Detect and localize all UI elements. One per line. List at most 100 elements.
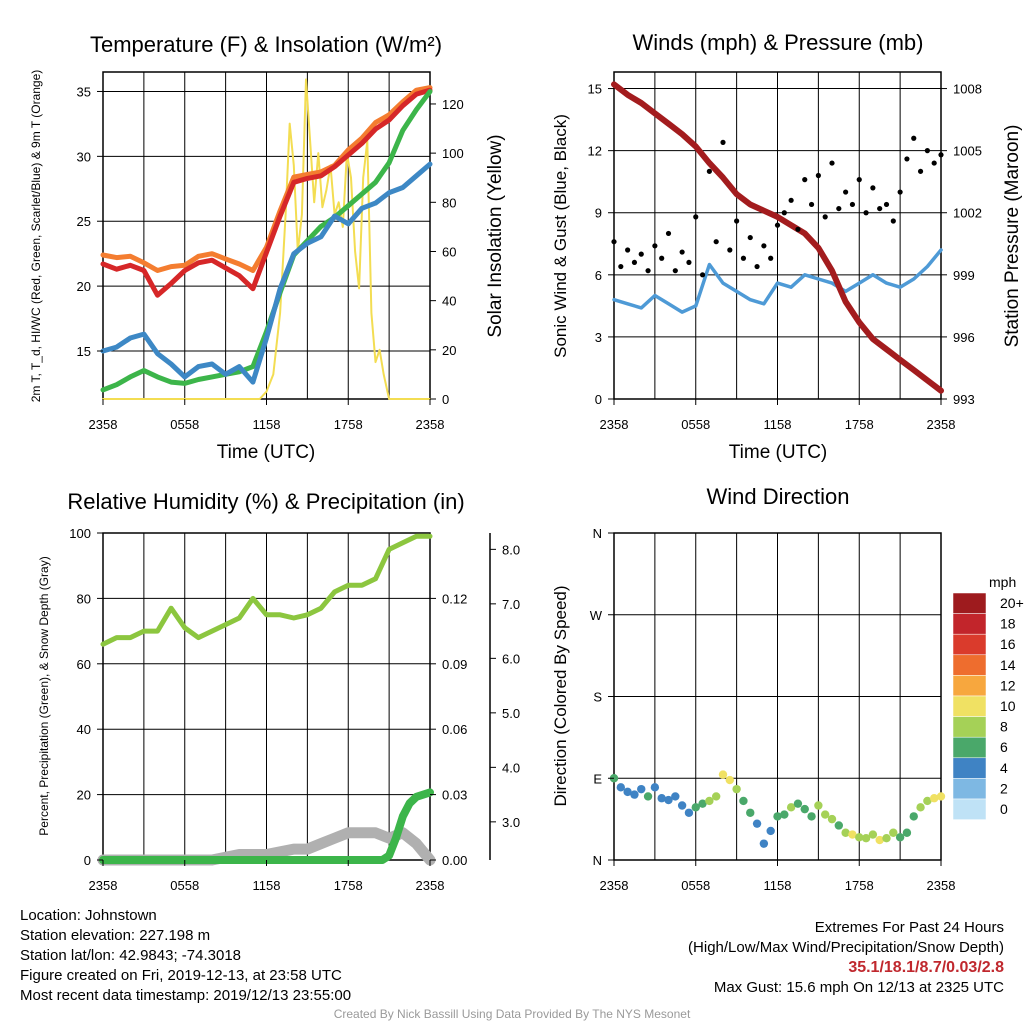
x-tick-label: 2358 [927,878,956,893]
speed-legend-title: mph [989,574,1016,590]
x-tick-label: 1758 [334,417,363,432]
gust-point [931,160,937,166]
gust-point [706,168,712,174]
direction-point [650,783,660,792]
y-tick-label: W [590,608,603,623]
x-tick-label: 1158 [253,878,281,893]
gust-point [665,230,672,237]
y2-tick-label: 0 [442,392,449,407]
temperature-panel: Temperature (F) & Insolation (W/m²) 2358… [29,32,506,463]
gust-point [672,268,678,274]
gust-point [659,255,665,261]
direction-point [705,796,714,806]
x-tick-label: 1758 [845,878,874,893]
y-tick-label: N [593,853,602,868]
direction-point [773,812,782,821]
direction-point [630,790,639,799]
direction-point [820,810,830,819]
extremes-box: Extremes For Past 24 Hours (High/Low/Max… [688,918,1004,998]
gust-point [938,152,944,158]
y-tick-label: 0 [84,853,91,868]
legend-swatch [952,695,987,717]
gust-point [625,247,631,253]
direction-point [834,821,844,830]
humidity-grid [103,532,430,861]
gust-point [740,255,747,261]
x-tick-label: 2358 [416,878,445,893]
gust-point [890,218,896,224]
gust-point [693,214,699,220]
humidity-ylabel: Percent, Precipitation (Green), & Snow D… [37,556,51,835]
direction-point [793,799,803,808]
x-tick-label: 2358 [600,878,629,893]
y2-tick-label: 5.0 [502,706,520,721]
y-tick-label: 40 [77,722,91,737]
direction-point [786,803,796,812]
humidity-panel: Relative Humidity (%) & Precipitation (i… [37,489,520,893]
winds-ylabel: Sonic Wind & Gust (Blue, Black) [551,114,570,358]
gust-point [870,185,876,191]
x-tick-label: 1758 [334,878,363,893]
created-text: Figure created on Fri, 2019-12-13, at 23… [20,967,342,984]
direction-point [889,828,898,837]
direction-point [909,812,918,821]
location-text: Location: Johnstown [20,907,157,924]
legend-swatch [952,716,987,738]
direction-point [664,795,673,805]
gust-point [761,243,767,249]
gust-point [829,160,835,166]
y-tick-label: N [593,526,602,541]
x-tick-label: 1158 [253,417,281,432]
sonic-wind-line [612,248,943,314]
gust-point [788,197,794,203]
y2-tick-label: 996 [953,330,975,345]
gust-point [911,135,917,141]
insolation-ylabel: Solar Insolation (Yellow) [485,134,506,337]
direction-point [739,796,748,806]
gust-point [849,201,856,208]
x-tick-label: 2358 [927,417,956,432]
y2-tick-label: 7.0 [502,597,520,612]
y2-tick-label: 999 [953,268,975,283]
legend-label: 18 [1000,616,1016,632]
x-tick-label: 0558 [170,417,199,432]
humidity-title: Relative Humidity (%) & Precipitation (i… [67,489,464,514]
direction-point [827,814,837,824]
precipitation-line [99,788,434,864]
winds-title: Winds (mph) & Pressure (mb) [633,30,924,55]
winds-marks [611,81,944,394]
recent-data-text: Most recent data timestamp: 2019/12/13 2… [20,987,352,1004]
direction-point [895,833,905,842]
direction-point [848,830,857,839]
x-tick-label: 2358 [600,417,629,432]
winds-axes: 2358 0558 1158 1758 2358 0 3 6 9 12 15 993 996 999 100… [588,82,982,432]
direction-point [616,783,626,792]
legend-swatch [952,633,987,656]
gust-point [699,272,706,278]
y2-tick-label: 3.0 [502,815,520,830]
x-tick-label: 2358 [416,417,445,432]
x-tick-label: 0558 [681,417,710,432]
legend-label: 12 [1000,677,1016,693]
direction-point [855,833,864,842]
legend-label: 4 [1000,760,1008,776]
y-tick-label: 12 [588,144,602,159]
winds-panel: Winds (mph) & Pressure (mb) 2358 0558 1158… [551,30,1023,463]
credit-text: Created By Nick Bassill Using Data Provi… [333,1007,691,1021]
y-tick-label: 30 [77,149,91,164]
legend-swatch [952,675,987,697]
gust-point [822,214,828,220]
gust-point [877,205,883,212]
y-tick-label: 15 [588,82,602,97]
direction-point [657,794,666,803]
speed-legend: mph 20+ 18 16 14 12 10 8 6 4 2 0 [952,574,1024,820]
direction-point [643,792,653,801]
humidity-axes: 2358 0558 1158 1758 2358 0 20 40 60 80 100 0.00 0.03… [69,526,520,893]
gust-point [747,234,753,241]
gust-point [611,239,617,245]
direction-point [929,794,939,803]
humidity-marks [97,533,436,866]
direction-point [800,804,809,814]
gust-point [808,201,815,208]
